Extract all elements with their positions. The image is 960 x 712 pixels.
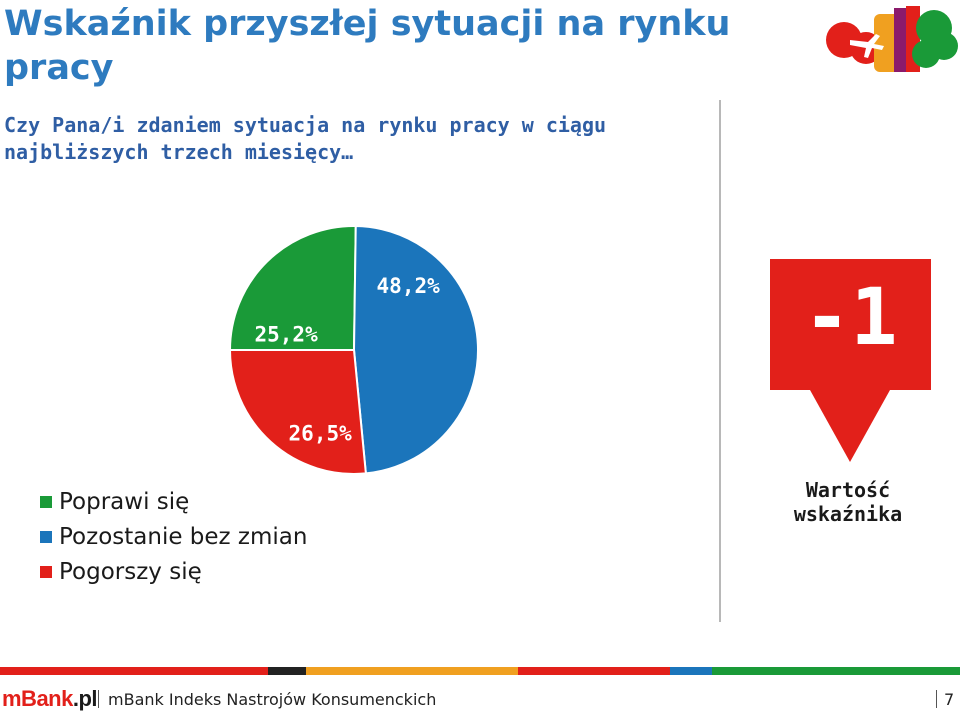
indicator-caption: Wartość wskaźnika: [793, 478, 903, 526]
legend-label: Poprawi się: [59, 488, 190, 515]
pie-slice-2: [352, 224, 480, 475]
footer-separator: [936, 690, 937, 708]
legend-label: Pogorszy się: [59, 558, 202, 585]
legend-item-poprawi: Poprawi się: [40, 484, 307, 519]
mbank-logo: mBank.pl: [2, 686, 98, 711]
indicator-badge: [770, 259, 931, 390]
legend-swatch-red: [40, 565, 52, 578]
indicator-value: -1: [803, 273, 898, 363]
travel-logo-icon: [826, 6, 958, 72]
pie-data-label: 25,2%: [255, 322, 319, 346]
legend-label: Pozostanie bez zmian: [59, 523, 308, 550]
page-number: 7: [944, 690, 955, 709]
chart-legend: Poprawi się Pozostanie bez zmian Pogorsz…: [40, 484, 307, 589]
pie-data-label: 26,5%: [289, 421, 353, 445]
arrow-down-icon: [810, 390, 890, 462]
pie-chart: 25,2% 48,2% 26,5%: [228, 224, 480, 475]
footer-separator: [98, 690, 99, 708]
legend-item-pogorszy: Pogorszy się: [40, 554, 307, 589]
pie-data-label: 48,2%: [377, 274, 441, 298]
footer-color-stripe: [0, 667, 960, 675]
legend-swatch-green: [40, 495, 52, 508]
page-title: Wskaźnik przyszłej sytuacji na rynku pra…: [4, 4, 731, 88]
vertical-divider: [719, 100, 721, 622]
footer-title: mBank Indeks Nastrojów Konsumenckich: [108, 690, 437, 709]
legend-swatch-blue: [40, 530, 52, 543]
legend-item-bez-zmian: Pozostanie bez zmian: [40, 519, 307, 554]
survey-question: Czy Pana/i zdaniem sytuacja na rynku pra…: [4, 113, 607, 164]
pie-slice-1: [228, 225, 357, 351]
pie-slice-3: [228, 349, 367, 475]
